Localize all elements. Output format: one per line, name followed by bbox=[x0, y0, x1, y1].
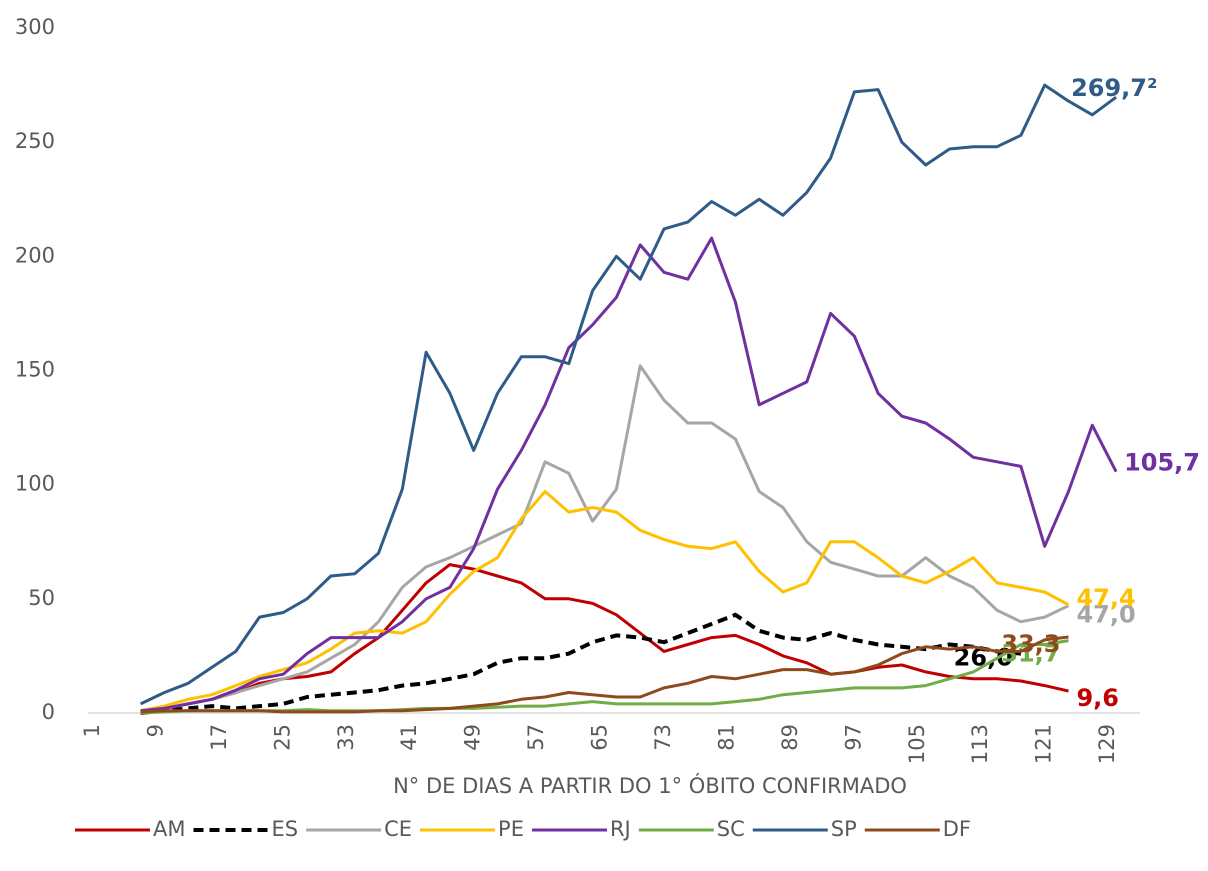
series-line bbox=[140, 490, 1070, 713]
y-tick-label: 300 bbox=[15, 15, 55, 39]
y-tick-label: 0 bbox=[42, 700, 55, 724]
legend-label: SC bbox=[717, 817, 745, 841]
end-label: 269,7² bbox=[1071, 74, 1157, 102]
y-tick-label: 250 bbox=[15, 129, 55, 153]
x-tick-label: 121 bbox=[1032, 724, 1056, 764]
x-tick-label: 89 bbox=[778, 724, 802, 751]
legend-label: AM bbox=[153, 817, 185, 841]
x-tick-label: 9 bbox=[143, 724, 167, 737]
end-label: 47,4 bbox=[1076, 584, 1135, 612]
legend-label: ES bbox=[271, 817, 298, 841]
legend-label: PE bbox=[498, 817, 524, 841]
series-line bbox=[140, 635, 1069, 714]
legend-label: CE bbox=[384, 817, 412, 841]
legend-label: DF bbox=[943, 817, 971, 841]
x-tick-label: 25 bbox=[270, 724, 294, 751]
series-line bbox=[140, 639, 1069, 715]
x-tick-label: 17 bbox=[207, 724, 231, 751]
y-tick-label: 150 bbox=[15, 358, 55, 382]
x-tick-label: 129 bbox=[1095, 724, 1119, 764]
series-line bbox=[140, 364, 1070, 713]
y-tick-label: 50 bbox=[28, 586, 55, 610]
legend-label: RJ bbox=[610, 817, 631, 841]
x-tick-label: 49 bbox=[461, 724, 485, 751]
y-tick-label: 100 bbox=[15, 472, 55, 496]
x-tick-label: 97 bbox=[841, 724, 865, 751]
series-line bbox=[140, 236, 1118, 713]
x-tick-label: 73 bbox=[651, 724, 675, 751]
end-label: 9,6 bbox=[1076, 684, 1119, 712]
x-tick-label: 65 bbox=[588, 724, 612, 751]
y-tick-label: 200 bbox=[15, 243, 55, 267]
x-tick-label: 1 bbox=[80, 724, 104, 737]
x-tick-label: 81 bbox=[714, 724, 738, 751]
end-label: 105,7 bbox=[1124, 449, 1200, 477]
x-tick-label: 41 bbox=[397, 724, 421, 751]
x-tick-label: 105 bbox=[905, 724, 929, 764]
x-tick-label: 113 bbox=[968, 724, 992, 764]
series-line bbox=[140, 563, 1069, 714]
legend-label: SP bbox=[831, 817, 857, 841]
x-tick-label: 57 bbox=[524, 724, 548, 751]
end-label: 47,0 bbox=[1076, 601, 1135, 629]
series-line bbox=[140, 612, 1022, 715]
x-axis-title: N° DE DIAS A PARTIR DO 1° ÓBITO CONFIRMA… bbox=[393, 773, 907, 798]
series-line bbox=[139, 83, 1117, 706]
x-tick-label: 33 bbox=[334, 724, 358, 751]
end-label: 33,3 bbox=[1001, 630, 1060, 658]
end-label: 31,7 bbox=[1001, 640, 1060, 668]
